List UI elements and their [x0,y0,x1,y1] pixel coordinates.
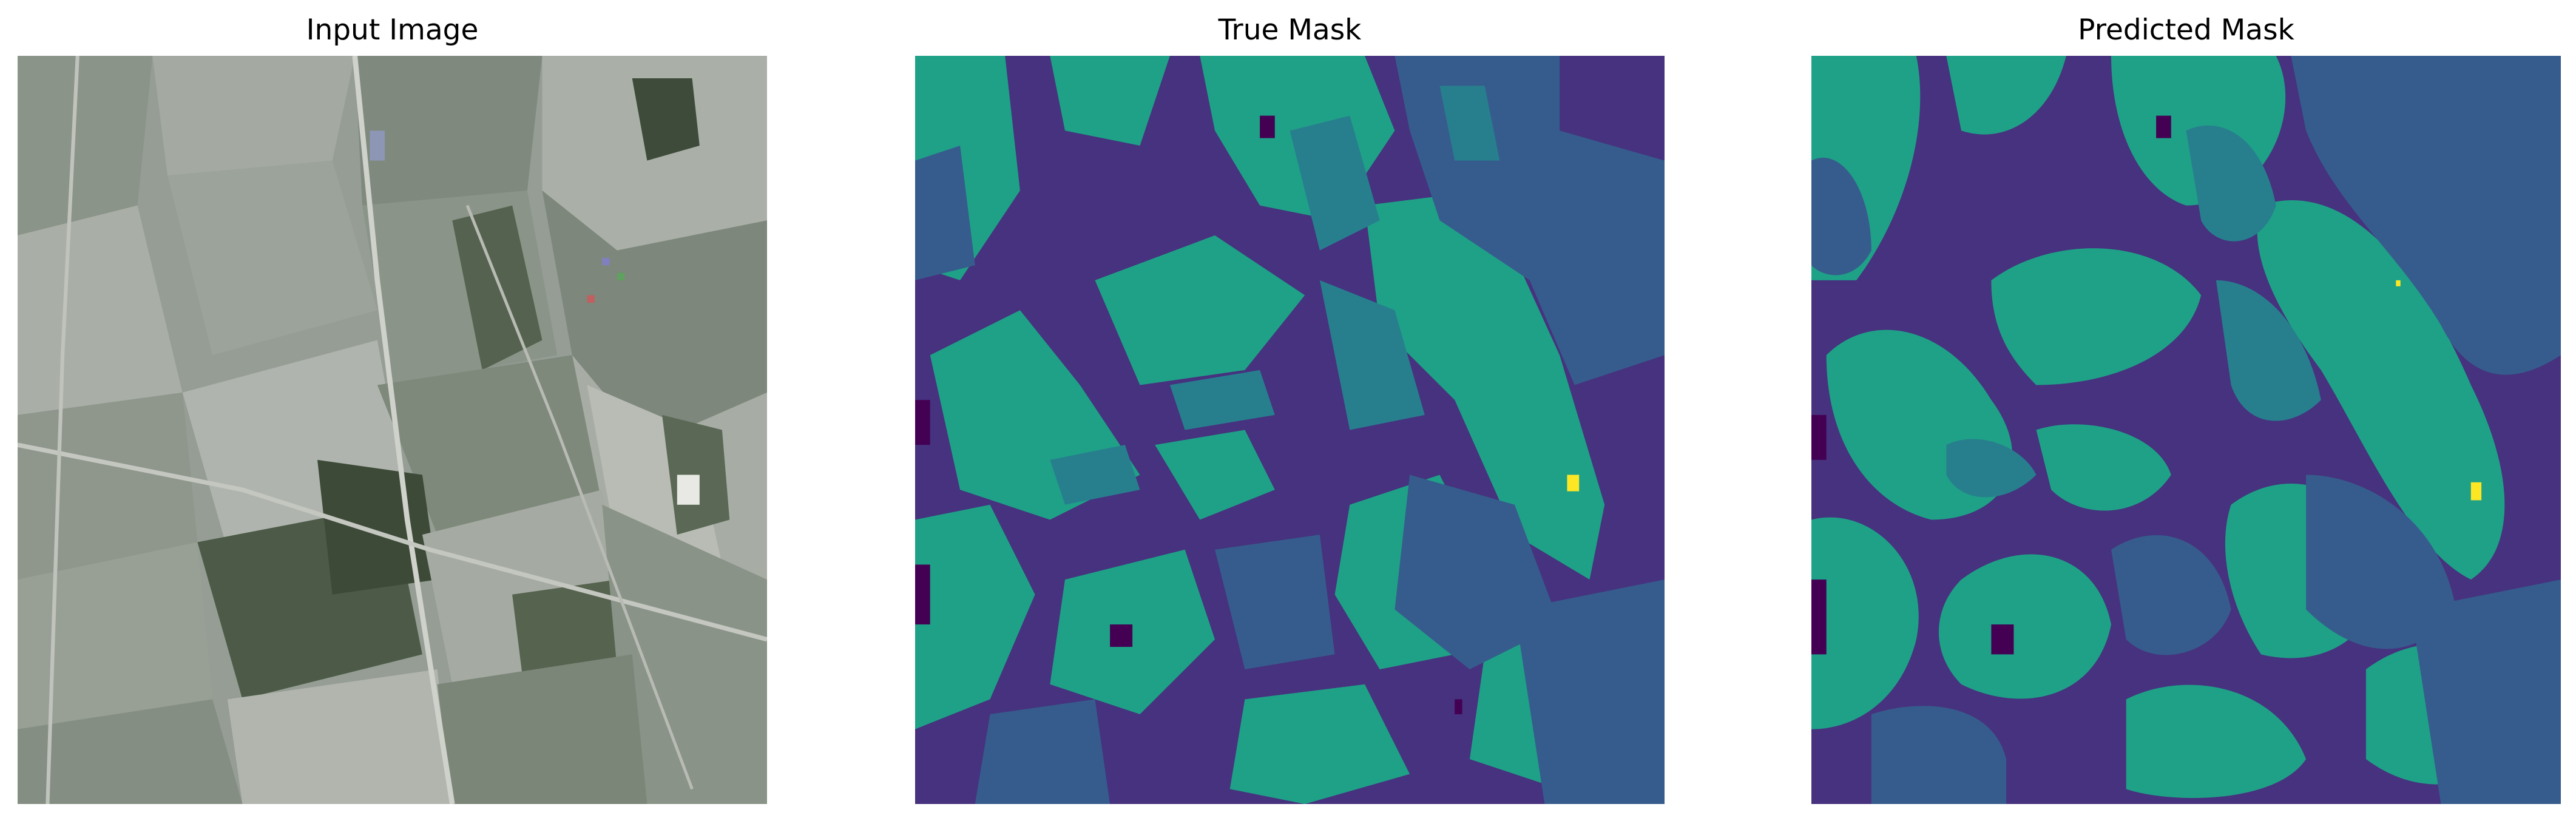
predicted-mask-svg [1811,56,2561,804]
true-mask-image [915,56,1665,804]
panel-title-true: True Mask [1218,13,1362,47]
panel-title-predicted: Predicted Mask [2078,13,2294,47]
panel-true-mask: True Mask [915,0,1665,821]
input-image [18,56,767,804]
panel-title-input: Input Image [306,13,479,47]
panel-input-image: Input Image [18,0,767,821]
input-image-svg [18,56,767,804]
panel-predicted-mask: Predicted Mask [1811,0,2561,821]
predicted-mask-image [1811,56,2561,804]
true-mask-svg [915,56,1665,804]
